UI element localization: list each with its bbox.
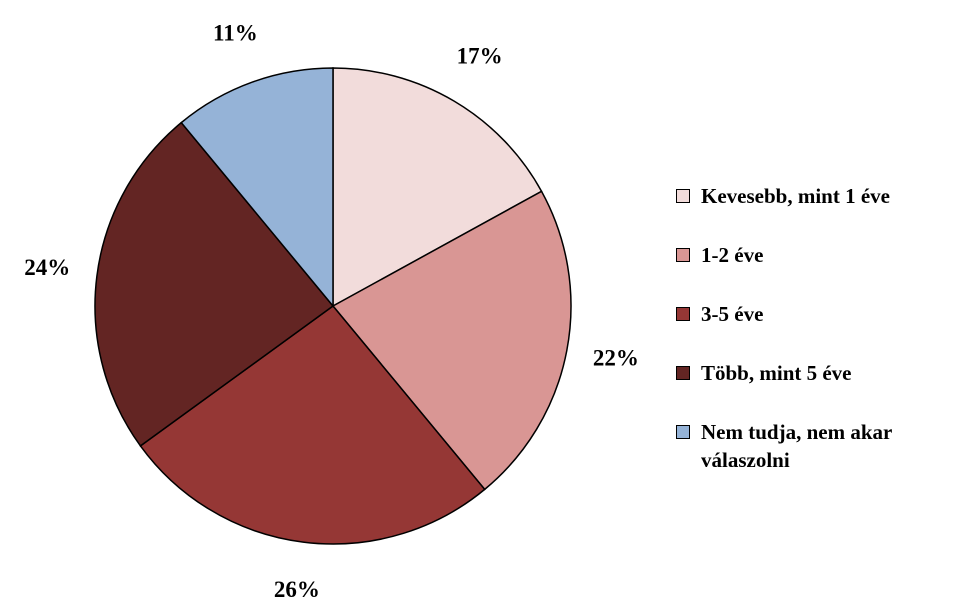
legend-item-less-than-1-year: Kevesebb, mint 1 éve (676, 182, 966, 210)
legend-swatch-1-2-years (676, 248, 690, 262)
legend-item-more-than-5-years: Több, mint 5 éve (676, 359, 966, 387)
pie-slice-1-2-years (331, 190, 572, 491)
data-label-1-2-years: 22% (593, 345, 639, 370)
legend-label-more-than-5-years: Több, mint 5 éve (701, 361, 852, 385)
legend-label-1-2-years: 1-2 éve (701, 243, 764, 267)
legend-swatch-3-5-years (676, 307, 690, 321)
data-label-no-answer: 11% (213, 20, 258, 45)
data-label-less-than-1-year: 17% (457, 43, 503, 68)
legend-swatch-more-than-5-years (676, 366, 690, 380)
data-label-more-than-5-years: 24% (24, 255, 70, 280)
legend-swatch-no-answer (676, 425, 690, 439)
legend-label-3-5-years: 3-5 éve (701, 302, 764, 326)
legend-item-no-answer: Nem tudja, nem akar válaszolni (676, 418, 966, 474)
legend-item-3-5-years: 3-5 éve (676, 300, 966, 328)
pie-slice-less-than-1-year (332, 67, 543, 308)
pie-slice-more-than-5-years (94, 121, 335, 447)
legend-label-less-than-1-year: Kevesebb, mint 1 éve (701, 184, 890, 208)
pie-slice-no-answer (180, 67, 334, 309)
legend-swatch-less-than-1-year (676, 189, 690, 203)
legend: Kevesebb, mint 1 éve 1-2 éve 3-5 éve Töb… (676, 182, 966, 505)
legend-item-1-2-years: 1-2 éve (676, 241, 966, 269)
legend-label-no-answer: Nem tudja, nem akar válaszolni (701, 420, 892, 472)
pie-slice-3-5-years (139, 304, 486, 545)
data-label-3-5-years: 26% (274, 577, 320, 600)
